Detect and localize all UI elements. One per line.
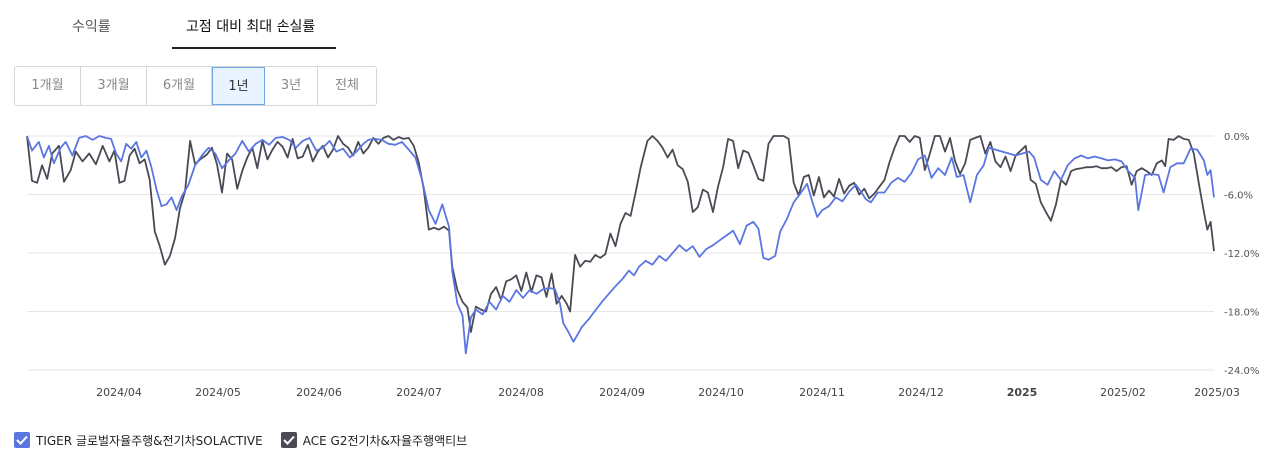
- x-tick-label: 2024/09: [599, 386, 645, 399]
- period-selector: 1개월 3개월 6개월 1년 3년 전체: [14, 66, 377, 106]
- x-tick-label: 2024/07: [396, 386, 442, 399]
- tab-max-drawdown[interactable]: 고점 대비 최대 손실률: [186, 19, 316, 35]
- x-tick-label: 2025/02: [1100, 386, 1146, 399]
- x-tick-label: 2024/05: [195, 386, 241, 399]
- period-1y-button[interactable]: 1년: [212, 67, 265, 105]
- legend-item-ace[interactable]: ACE G2전기차&자율주행액티브: [280, 432, 468, 449]
- x-tick-label: 2025/03: [1194, 386, 1240, 399]
- x-tick-label: 2024/12: [898, 386, 944, 399]
- x-tick-label: 2024/08: [498, 386, 544, 399]
- legend-label-tiger: TIGER 글로벌자율주행&전기차SOLACTIVE: [36, 433, 263, 448]
- period-3y-button[interactable]: 3년: [265, 67, 318, 105]
- drawdown-chart: 0.0% -6.0% -12.0% -18.0% -24.0% 2024/04 2024/…: [26, 132, 1259, 399]
- period-6m-button[interactable]: 6개월: [147, 67, 212, 105]
- y-tick-label: -24.0%: [1224, 366, 1259, 377]
- period-3m-button[interactable]: 3개월: [81, 67, 147, 105]
- legend-item-tiger[interactable]: TIGER 글로벌자율주행&전기차SOLACTIVE: [14, 432, 263, 449]
- series-line-ace: [26, 135, 1215, 333]
- chart-legend: TIGER 글로벌자율주행&전기차SOLACTIVE ACE G2전기차&자율주…: [14, 430, 485, 450]
- y-tick-label: -12.0%: [1224, 249, 1259, 260]
- period-1m-button[interactable]: 1개월: [15, 67, 81, 105]
- legend-label-ace: ACE G2전기차&자율주행액티브: [302, 433, 468, 448]
- x-tick-label: 2024/06: [296, 386, 342, 399]
- x-tick-label: 2024/10: [698, 386, 744, 399]
- tab-returns[interactable]: 수익률: [72, 19, 111, 35]
- y-tick-label: -6.0%: [1224, 191, 1253, 202]
- view-tabs: 수익률 고점 대비 최대 손실률: [0, 0, 400, 52]
- checkbox-checked-icon[interactable]: [14, 432, 30, 448]
- period-all-button[interactable]: 전체: [335, 78, 359, 93]
- x-tick-label: 2025: [1007, 386, 1038, 399]
- y-tick-label: -18.0%: [1224, 308, 1259, 319]
- y-tick-label: 0.0%: [1224, 132, 1249, 143]
- active-tab-indicator: [172, 47, 336, 49]
- checkbox-checked-icon[interactable]: [280, 432, 297, 448]
- series-line-tiger: [26, 135, 1215, 355]
- x-tick-label: 2024/11: [799, 386, 845, 399]
- x-tick-label: 2024/04: [96, 386, 142, 399]
